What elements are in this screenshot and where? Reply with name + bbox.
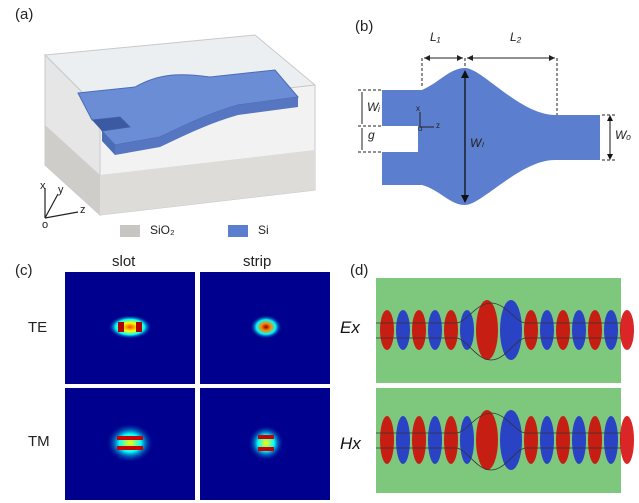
b-axis-o-label: o: [418, 124, 423, 133]
field-lobe: [444, 416, 458, 464]
panel-b-top-view-shape: [358, 55, 615, 205]
mode-map-te-slot: [65, 272, 195, 384]
field-lobe: [572, 310, 586, 350]
mode-map-tm-slot: [65, 388, 195, 500]
field-lobe: [412, 416, 426, 464]
dim-wl-left-label: Wᵢ: [367, 100, 380, 114]
field-lobe: [412, 310, 426, 350]
legend-si-label: Si: [258, 223, 269, 237]
field-lobe: [604, 416, 618, 464]
field-lobe: [396, 416, 410, 464]
dim-l2-label: L₂: [510, 30, 522, 44]
field-lobe: [588, 310, 602, 350]
field-map-ex: [376, 278, 634, 383]
field-lobe: [428, 416, 442, 464]
axis-y-label: y: [58, 184, 64, 196]
field-lobe: [556, 416, 570, 464]
field-lobe: [524, 310, 538, 350]
field-lobe: [588, 416, 602, 464]
field-lobe: [524, 416, 538, 464]
field-lobe: [500, 410, 522, 470]
field-lobe: [428, 310, 442, 350]
row-tm-label: TM: [28, 433, 50, 450]
b-axis-z-label: z: [436, 121, 440, 130]
panel-c-label: (c): [15, 262, 33, 279]
axis-x-label: x: [40, 180, 46, 192]
field-lobe: [476, 300, 498, 360]
mode-map-tm-strip: [200, 388, 330, 500]
panel-d-label: (d): [350, 262, 369, 279]
field-lobe: [460, 310, 474, 350]
b-axis-x-label: x: [416, 104, 420, 113]
panel-a-label: (a): [15, 6, 34, 23]
panel-a-3d-illustration: [43, 34, 317, 217]
field-lobe: [444, 310, 458, 350]
field-lobe: [396, 310, 410, 350]
field-lobe: [620, 310, 634, 350]
mode-map-te-strip: [200, 272, 330, 384]
field-lobe: [540, 416, 554, 464]
axis-z-label: z: [80, 204, 86, 216]
legend-sio2-swatch: [120, 225, 140, 237]
field-ex-label: Ex: [340, 318, 360, 337]
field-lobe: [500, 300, 522, 360]
column-strip-label: strip: [243, 253, 272, 270]
dim-wl-center-label: Wₗ: [470, 136, 484, 150]
panel-a-axes: [44, 188, 79, 219]
field-hx-label: Hx: [340, 434, 361, 453]
legend-si-swatch: [228, 225, 248, 237]
field-lobe: [556, 310, 570, 350]
dim-wo-label: Wₒ: [615, 128, 632, 142]
field-lobe: [572, 416, 586, 464]
axis-o-label: o: [42, 219, 49, 231]
row-te-label: TE: [28, 319, 48, 336]
legend-sio2-label: SiO₂: [150, 223, 175, 237]
field-lobe: [380, 310, 394, 350]
field-lobe: [604, 310, 618, 350]
dim-g-label: g: [368, 128, 375, 142]
dim-l1-label: L₁: [430, 30, 441, 44]
field-lobe: [540, 310, 554, 350]
field-map-hx: [376, 388, 634, 493]
column-slot-label: slot: [112, 253, 136, 270]
field-lobe: [476, 410, 498, 470]
field-lobe: [380, 416, 394, 464]
panel-b-label: (b): [355, 18, 374, 35]
field-lobe: [620, 416, 634, 464]
